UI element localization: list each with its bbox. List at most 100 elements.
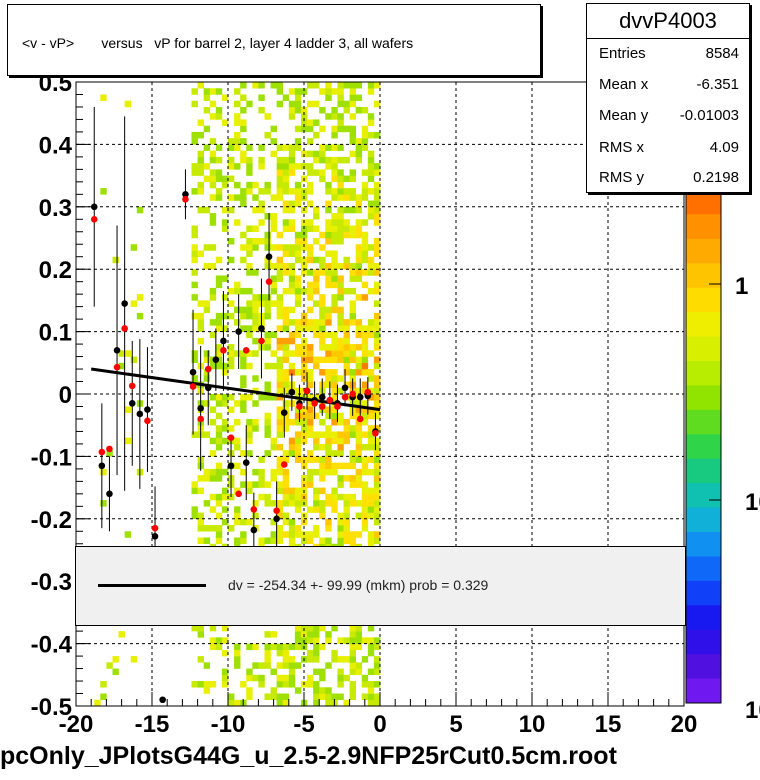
heatmap-cell [234, 113, 241, 120]
heatmap-cell [343, 531, 350, 538]
heatmap-cell [319, 506, 326, 513]
heatmap-cell [337, 674, 344, 682]
heatmap-cell [313, 431, 320, 438]
heatmap-cell [276, 269, 284, 276]
heatmap-cell [331, 306, 338, 314]
heatmap-cell [367, 88, 375, 95]
heatmap-cell [307, 394, 314, 401]
heatmap-cell [361, 681, 369, 688]
heatmap-cell [313, 637, 320, 644]
heatmap-cell [294, 506, 302, 513]
heatmap-cell [276, 525, 284, 532]
heatmap-cell [294, 319, 302, 326]
heatmap-cell [100, 681, 107, 688]
heatmap-cell [252, 312, 259, 320]
heatmap-cell [373, 169, 381, 176]
red-data-point [364, 388, 372, 396]
heatmap-cell [319, 325, 326, 332]
heatmap-cell [343, 262, 350, 270]
heatmap-cell [282, 188, 290, 195]
heatmap-cell [337, 113, 344, 120]
heatmap-cell [294, 100, 302, 108]
heatmap-cell [300, 88, 308, 95]
heatmap-cell [264, 412, 271, 420]
heatmap-cell [361, 331, 369, 339]
heatmap-cell [209, 331, 217, 339]
heatmap-cell [270, 468, 277, 476]
heatmap-cell [288, 206, 296, 214]
heatmap-cell [337, 481, 344, 488]
heatmap-cell [264, 238, 271, 245]
heatmap-cell [343, 350, 350, 357]
heatmap-cell [288, 188, 296, 195]
heatmap-cell [252, 337, 259, 345]
heatmap-cell [264, 425, 271, 432]
heatmap-cell [343, 381, 350, 389]
heatmap-cell [300, 231, 308, 239]
heatmap-cell [349, 500, 356, 507]
heatmap-cell [307, 163, 314, 170]
heatmap-cell [282, 144, 290, 151]
heatmap-cell [307, 412, 314, 420]
heatmap-cell [373, 656, 381, 663]
heatmap-cell [209, 138, 217, 145]
stats-label: Mean y [599, 107, 649, 124]
heatmap-cell [191, 281, 198, 289]
heatmap-cell [355, 150, 363, 158]
heatmap-cell [373, 287, 381, 295]
heatmap-cell [355, 269, 363, 276]
heatmap-cell [288, 369, 296, 376]
heatmap-cell [319, 356, 326, 364]
heatmap-cell [331, 88, 338, 95]
heatmap-cell [288, 287, 296, 295]
heatmap-cell [215, 637, 223, 644]
heatmap-cell [319, 175, 326, 183]
heatmap-cell [215, 256, 223, 264]
heatmap-cell [331, 213, 338, 220]
heatmap-cell [191, 138, 198, 145]
heatmap-cell [209, 643, 217, 651]
heatmap-cell [197, 119, 204, 126]
heatmap-cell [361, 356, 369, 364]
heatmap-cell [361, 125, 369, 133]
heatmap-cell [221, 637, 229, 644]
heatmap-cell [355, 275, 363, 282]
heatmap-cell [331, 656, 338, 663]
heatmap-cell [313, 131, 320, 139]
heatmap-cell [373, 512, 381, 520]
heatmap-cell [349, 693, 356, 701]
heatmap-cell [373, 531, 381, 538]
heatmap-cell [331, 294, 338, 301]
heatmap-cell [337, 144, 344, 151]
heatmap-cell [307, 431, 314, 438]
heatmap-cell [319, 150, 326, 158]
heatmap-cell [221, 437, 229, 445]
heatmap-cell [373, 262, 381, 270]
x-tick-label: -15 [135, 711, 170, 738]
heatmap-cell [319, 125, 326, 133]
heatmap-cell [240, 150, 247, 158]
heatmap-cell [294, 181, 302, 189]
heatmap-cell [294, 163, 302, 170]
black-data-point [288, 388, 296, 396]
heatmap-cell [337, 344, 344, 351]
heatmap-cell [209, 418, 217, 426]
color-scale-cell [686, 336, 721, 362]
heatmap-cell [349, 687, 356, 694]
heatmap-cell [307, 450, 314, 457]
x-tick-label: 5 [449, 711, 462, 738]
color-scale-cell [686, 190, 721, 215]
heatmap-cell [337, 294, 344, 301]
heatmap-cell [240, 518, 247, 526]
heatmap-cell [191, 312, 198, 320]
heatmap-cell [270, 213, 277, 220]
heatmap-cell [264, 394, 271, 401]
heatmap-cell [361, 431, 369, 438]
heatmap-cell [343, 656, 350, 663]
heatmap-cell [240, 138, 247, 145]
x-tick-label: 10 [519, 711, 546, 738]
red-data-point [258, 337, 265, 345]
heatmap-cell [246, 156, 253, 164]
heatmap-cell [270, 668, 277, 676]
heatmap-cell [203, 687, 211, 694]
